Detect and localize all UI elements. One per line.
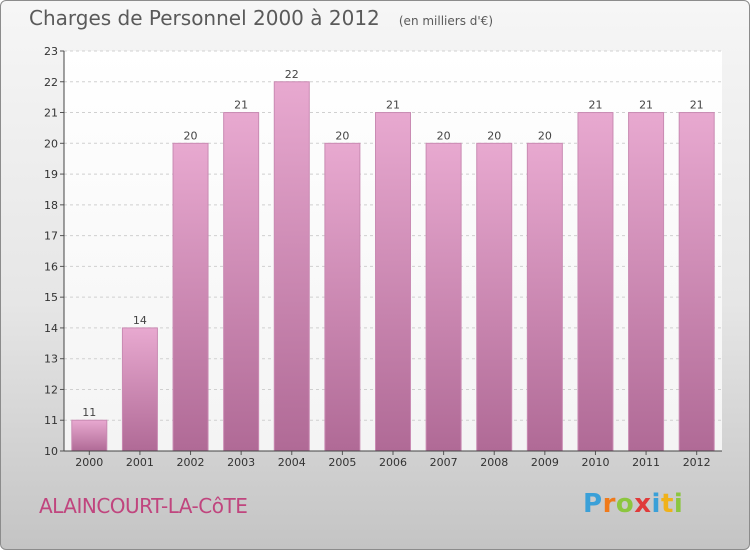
chart-title: Charges de Personnel 2000 à 2012: [29, 6, 380, 30]
bar-value-label: 11: [82, 406, 96, 419]
x-tick-label: 2002: [177, 456, 205, 469]
y-tick-label: 14: [44, 322, 58, 335]
bar-value-label: 21: [234, 99, 248, 112]
proxiti-logo[interactable]: Proxiti: [583, 489, 683, 519]
logo-letter: r: [602, 489, 616, 519]
y-tick-label: 20: [44, 137, 58, 150]
bar-2010[interactable]: [577, 112, 614, 452]
bar-value-label: 21: [639, 99, 653, 112]
y-tick-label: 21: [44, 107, 58, 120]
bar-2002[interactable]: [172, 142, 209, 452]
y-tick-label: 16: [44, 260, 58, 273]
bar-value-label: 14: [133, 314, 147, 327]
bar-value-label: 21: [690, 99, 704, 112]
logo-letter: x: [634, 489, 652, 519]
bar-2012[interactable]: [678, 112, 715, 452]
bar-value-label: 20: [538, 129, 552, 142]
bar-2009[interactable]: [526, 142, 563, 452]
x-tick-label: 2004: [278, 456, 306, 469]
bar-value-label: 20: [437, 129, 451, 142]
x-tick-label: 2011: [632, 456, 660, 469]
y-tick-label: 10: [44, 445, 58, 458]
y-tick-label: 19: [44, 168, 58, 181]
logo-letter: i: [651, 489, 661, 519]
logo-letter: o: [615, 489, 635, 519]
x-tick-label: 2001: [126, 456, 154, 469]
y-tick-label: 13: [44, 353, 58, 366]
bar-2003[interactable]: [223, 112, 260, 452]
y-tick-label: 22: [44, 76, 58, 89]
bar-2011[interactable]: [628, 112, 665, 452]
x-tick-label: 2003: [227, 456, 255, 469]
bar-2001[interactable]: [121, 327, 158, 452]
bar-value-label: 21: [588, 99, 602, 112]
bar-2004[interactable]: [273, 81, 310, 452]
logo-letter: t: [660, 489, 674, 519]
y-tick-label: 23: [44, 45, 58, 58]
x-tick-label: 2006: [379, 456, 407, 469]
y-tick-label: 12: [44, 383, 58, 396]
bar-value-label: 21: [386, 99, 400, 112]
y-tick-label: 18: [44, 199, 58, 212]
bar-2000[interactable]: [71, 419, 108, 452]
bars: 11 14 20 21 22 20 21 20 20 20 21 21 21: [71, 68, 715, 452]
bar-2007[interactable]: [425, 142, 462, 452]
axes: 10 11 12 13 14 15 16 17 18 19 20 21 22 23 2000 2001 2002…: [44, 45, 722, 469]
x-tick-label: 2008: [480, 456, 508, 469]
x-tick-label: 2012: [683, 456, 711, 469]
y-tick-label: 15: [44, 291, 58, 304]
bar-value-label: 20: [184, 129, 198, 142]
bar-value-label: 20: [335, 129, 349, 142]
logo-letter: i: [673, 489, 684, 519]
y-tick-label: 11: [44, 414, 58, 427]
bar-2005[interactable]: [324, 142, 361, 452]
x-tick-label: 2009: [531, 456, 559, 469]
bar-value-label: 22: [285, 68, 299, 81]
x-tick-label: 2000: [75, 456, 103, 469]
bar-2006[interactable]: [375, 112, 411, 452]
y-tick-label: 17: [44, 230, 58, 243]
commune-name: ALAINCOURT-LA-CôTE: [39, 494, 248, 518]
chart-subtitle: (en milliers d'€): [398, 14, 493, 28]
bar-2008[interactable]: [476, 142, 513, 452]
bar-value-label: 20: [487, 129, 501, 142]
x-tick-label: 2010: [581, 456, 609, 469]
logo-letter: P: [583, 489, 603, 519]
x-tick-label: 2007: [430, 456, 458, 469]
title-row: Charges de Personnel 2000 à 2012 (en mil…: [29, 6, 493, 30]
x-tick-label: 2005: [328, 456, 356, 469]
